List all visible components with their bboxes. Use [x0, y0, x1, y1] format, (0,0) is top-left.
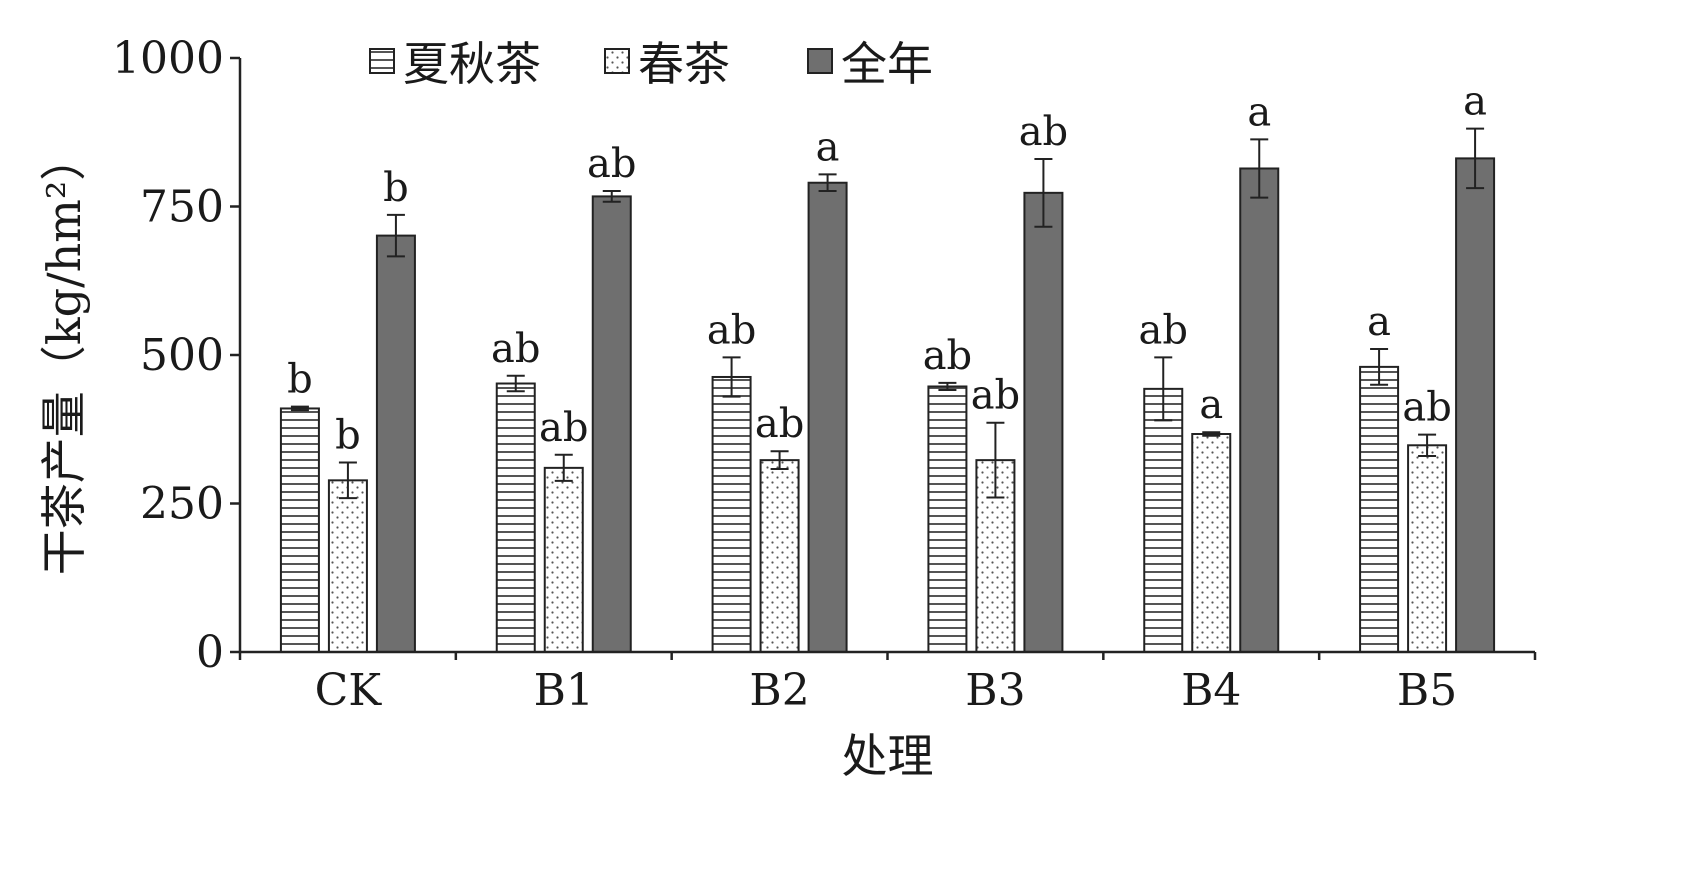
y-tick-label: 0 — [196, 627, 224, 678]
x-tick-label: B1 — [534, 665, 594, 716]
legend-item: 春茶 — [604, 37, 730, 91]
x-tick-label: B2 — [749, 665, 809, 716]
bar — [1407, 444, 1448, 653]
error-bar — [602, 190, 621, 203]
bar — [591, 195, 632, 653]
bar — [279, 407, 320, 653]
significance-label: ab — [491, 326, 540, 372]
x-axis-title: 处理 — [842, 729, 934, 783]
error-bar — [986, 421, 1005, 499]
bar — [495, 382, 536, 653]
significance-label: ab — [587, 141, 636, 187]
error-bar — [1370, 348, 1389, 386]
error-bar — [1418, 433, 1437, 457]
x-tick-label: B3 — [965, 665, 1025, 716]
legend-label: 夏秋茶 — [403, 37, 541, 91]
error-bar — [338, 461, 357, 500]
error-bars — [290, 127, 1485, 500]
significance-label: b — [287, 357, 313, 403]
error-bar — [938, 381, 957, 392]
legend-item: 夏秋茶 — [369, 37, 541, 91]
bar — [1239, 167, 1280, 653]
x-tick-label: CK — [315, 665, 383, 716]
bar — [1023, 191, 1064, 653]
bar — [711, 375, 752, 653]
y-tick-label: 750 — [140, 182, 224, 233]
legend-swatch — [807, 48, 833, 74]
x-tick-label: B5 — [1397, 665, 1457, 716]
bar — [327, 479, 368, 654]
axes: 0 250 500 750 1000 CK B1 B2 B3 B4 B5 — [112, 33, 1537, 716]
bar — [927, 385, 968, 653]
significance-label: ab — [755, 401, 804, 447]
bar — [807, 181, 848, 654]
y-tick-label: 1000 — [112, 33, 224, 84]
legend-swatch — [604, 48, 630, 74]
bar — [1359, 365, 1400, 653]
bar — [375, 234, 416, 654]
error-bar — [554, 453, 573, 482]
significance-label: a — [1367, 299, 1391, 345]
legend-label: 春茶 — [638, 37, 730, 91]
y-tick-label: 500 — [140, 330, 224, 381]
error-bar — [1250, 138, 1269, 199]
legend-label: 全年 — [841, 37, 933, 91]
legend: 夏秋茶 春茶 全年 — [369, 37, 933, 91]
error-bar — [770, 450, 789, 471]
error-bar — [1154, 356, 1173, 422]
legend-item: 全年 — [807, 37, 933, 91]
bar — [1455, 157, 1496, 654]
bars — [279, 157, 1496, 654]
y-tick-label: 250 — [140, 479, 224, 530]
error-bar — [1034, 157, 1053, 228]
significance-label: ab — [539, 405, 588, 451]
y-axis-title: 干茶产量（kg/hm²） — [37, 135, 91, 576]
error-bar — [1466, 127, 1485, 190]
significance-label: ab — [1019, 109, 1068, 155]
significance-label: a — [1247, 89, 1271, 135]
error-bar — [290, 405, 309, 412]
legend-swatch — [369, 48, 395, 74]
significance-label: b — [335, 413, 361, 459]
error-bar — [1202, 431, 1221, 437]
error-bar — [506, 374, 525, 393]
significance-label: ab — [923, 333, 972, 379]
significance-label: a — [1199, 382, 1223, 428]
error-bar — [818, 173, 837, 193]
error-bar — [386, 213, 405, 258]
x-tick-label: B4 — [1181, 665, 1241, 716]
significance-label: ab — [1402, 385, 1451, 431]
bar — [1191, 433, 1232, 654]
significance-label: a — [816, 124, 840, 170]
bar — [543, 466, 584, 653]
error-bar — [722, 356, 741, 398]
significance-label: ab — [1139, 307, 1188, 353]
bar — [759, 459, 800, 653]
significance-label: ab — [971, 373, 1020, 419]
significance-label: ab — [707, 307, 756, 353]
significance-label: b — [383, 165, 409, 211]
bar — [1143, 387, 1184, 653]
significance-label: a — [1463, 79, 1487, 125]
